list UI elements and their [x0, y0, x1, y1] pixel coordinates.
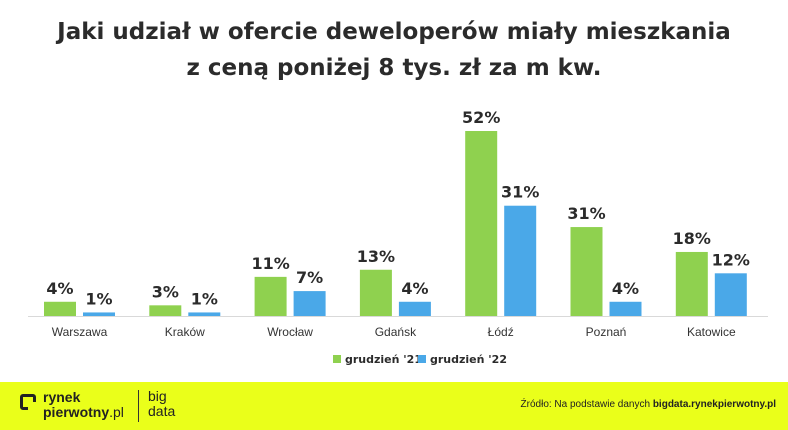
- legend-swatch-1: [333, 355, 341, 363]
- data-label-s2-6: 12%: [712, 250, 750, 269]
- logo-big: big: [148, 388, 167, 404]
- data-label-s2-1: 1%: [191, 289, 218, 308]
- bar-s1-3: [359, 269, 392, 316]
- logo-line-1: rynek: [43, 389, 81, 405]
- logo-data: data: [148, 403, 176, 419]
- data-label-s1-6: 18%: [673, 229, 711, 248]
- logo-separator: [138, 390, 139, 422]
- bar-s2-3: [398, 301, 431, 316]
- data-label-s1-5: 31%: [567, 204, 605, 223]
- chart-title-line-2: z ceną poniżej 8 tys. zł za m kw.: [186, 55, 602, 81]
- x-tick-label-0: Warszawa: [52, 325, 108, 339]
- x-tick-label-4: Łódź: [488, 325, 514, 339]
- source-link: bigdata.rynekpierwotny.pl: [652, 399, 776, 410]
- logo-suffix: .pl: [109, 404, 124, 420]
- bar-chart: 4% 1% Warszawa 3% 1% Kraków 11% 7% Wrocław 13% 4% G…: [28, 108, 768, 366]
- source-prefix: Źródło: Na podstawie danych: [520, 399, 653, 410]
- logo-bigdata: big data: [148, 389, 175, 419]
- data-label-s2-2: 7%: [296, 268, 323, 287]
- legend-label-1: grudzień '21: [345, 353, 422, 366]
- data-label-s1-4: 52%: [462, 108, 500, 127]
- footer-bar: rynek pierwotny.pl big data Źródło: Na p…: [0, 382, 788, 430]
- bar-s2-6: [714, 273, 747, 316]
- x-tick-label-2: Wrocław: [267, 325, 313, 339]
- bar-s1-5: [570, 227, 603, 316]
- data-label-s2-4: 31%: [501, 183, 539, 202]
- bar-s2-5: [609, 301, 642, 316]
- bar-s1-4: [465, 131, 498, 316]
- x-tick-label-1: Kraków: [165, 325, 205, 339]
- logo-mark-icon: [20, 394, 36, 410]
- x-tick-label-3: Gdańsk: [375, 325, 417, 339]
- logo-line-2: pierwotny: [43, 404, 110, 420]
- bar-s1-1: [149, 305, 182, 316]
- data-label-s1-0: 4%: [46, 279, 73, 298]
- data-label-s2-3: 4%: [401, 279, 428, 298]
- legend-label-2: grudzień '22: [430, 353, 507, 366]
- x-tick-label-5: Poznań: [586, 325, 627, 339]
- bar-s2-0: [83, 312, 115, 316]
- chart-title-line-1: Jaki udział w ofercie deweloperów miały …: [57, 19, 731, 45]
- data-label-s1-1: 3%: [152, 282, 179, 301]
- data-label-s1-3: 13%: [357, 247, 395, 266]
- data-label-s2-0: 1%: [85, 289, 112, 308]
- bar-s2-2: [293, 291, 326, 316]
- bar-s1-6: [675, 251, 708, 316]
- bar-s2-1: [188, 312, 221, 316]
- source-note: Źródło: Na podstawie danych bigdata.ryne…: [521, 399, 776, 410]
- bar-s2-4: [504, 205, 537, 316]
- chart-title: Jaki udział w ofercie deweloperów miały …: [0, 14, 788, 86]
- bar-s1-0: [44, 301, 76, 316]
- data-label-s2-5: 4%: [612, 279, 639, 298]
- bar-s1-2: [254, 276, 287, 316]
- legend-swatch-2: [418, 355, 426, 363]
- logo-rynekpierwotny: rynek pierwotny.pl: [43, 390, 124, 420]
- data-label-s1-2: 11%: [251, 254, 289, 273]
- x-tick-label-6: Katowice: [687, 325, 736, 339]
